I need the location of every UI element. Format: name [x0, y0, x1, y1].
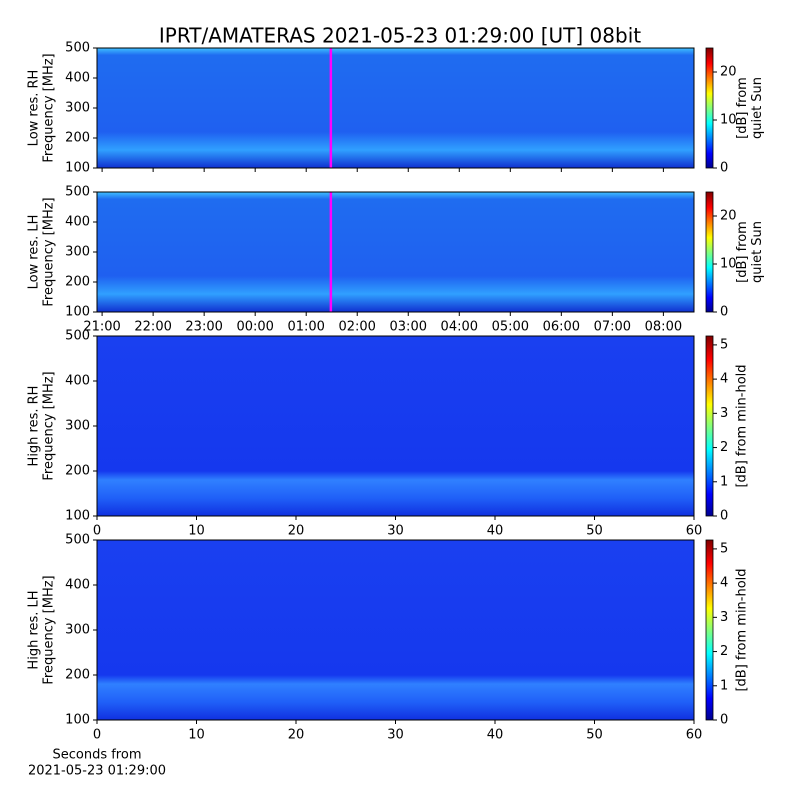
y-tick-label: 100: [65, 713, 90, 728]
colorbar-tick-label: 20: [720, 209, 737, 224]
colorbar-tick-label: 0: [720, 305, 728, 320]
x-tick-label: 05:00: [492, 320, 529, 335]
colorbar-tick-label: 0: [720, 161, 728, 176]
colorbar-tick-label: 5: [720, 337, 728, 352]
x-tick-label: 10: [188, 728, 205, 743]
x-tick-label: 23:00: [185, 320, 222, 335]
y-tick-label: 400: [65, 374, 90, 389]
y-tick-label: 400: [65, 71, 90, 86]
colorbar: [705, 191, 714, 313]
y-tick-label: 400: [65, 215, 90, 230]
colorbar-label: quiet Sun: [750, 221, 765, 283]
colorbar-tick-label: 4: [720, 372, 728, 387]
x-tick-label: 10: [188, 524, 205, 539]
y-tick-label: 500: [65, 185, 90, 200]
y-tick-label: 200: [65, 668, 90, 683]
colorbar-tick-label: 2: [720, 644, 728, 659]
x-tick-label: 00:00: [236, 320, 273, 335]
x-tick-label: 30: [387, 728, 404, 743]
y-tick-label: 300: [65, 245, 90, 260]
y-tick-label: 300: [65, 419, 90, 434]
x-tick-label: 06:00: [543, 320, 580, 335]
x-tick-label: 02:00: [338, 320, 375, 335]
colorbar-tick-label: 10: [720, 257, 737, 272]
x-tick-label: 04:00: [441, 320, 478, 335]
colorbar-tick-label: 4: [720, 576, 728, 591]
y-tick-label: 200: [65, 131, 90, 146]
x-tick-label: 01:00: [287, 320, 324, 335]
y-axis-label: Low res. LH: [27, 215, 42, 290]
x-axis-label: 2021-05-23 01:29:00: [28, 764, 166, 779]
y-axis-label: Frequency [MHz]: [42, 371, 57, 480]
x-tick-label: 07:00: [594, 320, 631, 335]
y-tick-label: 400: [65, 578, 90, 593]
x-tick-label: 50: [586, 728, 603, 743]
x-tick-label: 60: [686, 524, 703, 539]
spectrogram: [97, 336, 694, 516]
y-tick-label: 300: [65, 623, 90, 638]
x-tick-label: 30: [387, 524, 404, 539]
x-tick-label: 0: [93, 728, 101, 743]
x-tick-label: 40: [487, 524, 504, 539]
y-tick-label: 500: [65, 41, 90, 56]
y-tick-label: 100: [65, 161, 90, 176]
colorbar: [705, 335, 714, 517]
colorbar-tick-label: 2: [720, 440, 728, 455]
y-tick-label: 100: [65, 509, 90, 524]
y-axis-label: Low res. RH: [27, 70, 42, 147]
x-tick-label: 21:00: [83, 320, 120, 335]
y-axis-label: Frequency [MHz]: [42, 575, 57, 684]
y-tick-label: 300: [65, 101, 90, 116]
y-axis-label: Frequency [MHz]: [42, 53, 57, 162]
colorbar-tick-label: 3: [720, 406, 728, 421]
colorbar-label: [dB] from: [735, 77, 750, 139]
colorbar: [705, 47, 714, 169]
colorbar-tick-label: 1: [720, 678, 728, 693]
figure-title: IPRT/AMATERAS 2021-05-23 01:29:00 [UT] 0…: [159, 24, 641, 48]
colorbar-tick-label: 1: [720, 474, 728, 489]
x-tick-label: 60: [686, 728, 703, 743]
x-tick-label: 03:00: [390, 320, 427, 335]
colorbar: [705, 539, 714, 721]
x-tick-label: 0: [93, 524, 101, 539]
colorbar-label: quiet Sun: [750, 77, 765, 139]
x-tick-label: 50: [586, 524, 603, 539]
x-tick-label: 08:00: [645, 320, 682, 335]
y-tick-label: 500: [65, 329, 90, 344]
y-axis-label: High res. LH: [27, 590, 42, 669]
spectrogram: [97, 48, 694, 168]
colorbar-tick-label: 20: [720, 65, 737, 80]
colorbar-tick-label: 0: [720, 713, 728, 728]
x-tick-label: 20: [288, 728, 305, 743]
y-tick-label: 100: [65, 305, 90, 320]
y-tick-label: 200: [65, 275, 90, 290]
spectrogram: [97, 540, 694, 720]
colorbar-label: [dB] from min-hold: [735, 364, 750, 487]
colorbar-label: [dB] from min-hold: [735, 568, 750, 691]
y-tick-label: 200: [65, 464, 90, 479]
y-tick-label: 500: [65, 533, 90, 548]
x-tick-label: 40: [487, 728, 504, 743]
spectrogram: [97, 192, 694, 312]
colorbar-tick-label: 10: [720, 113, 737, 128]
y-axis-label: High res. RH: [27, 386, 42, 467]
x-tick-label: 22:00: [134, 320, 171, 335]
colorbar-tick-label: 3: [720, 610, 728, 625]
colorbar-tick-label: 5: [720, 541, 728, 556]
colorbar-tick-label: 0: [720, 509, 728, 524]
x-axis-label: Seconds from: [52, 748, 141, 763]
y-axis-label: Frequency [MHz]: [42, 197, 57, 306]
colorbar-label: [dB] from: [735, 221, 750, 283]
x-tick-label: 20: [288, 524, 305, 539]
